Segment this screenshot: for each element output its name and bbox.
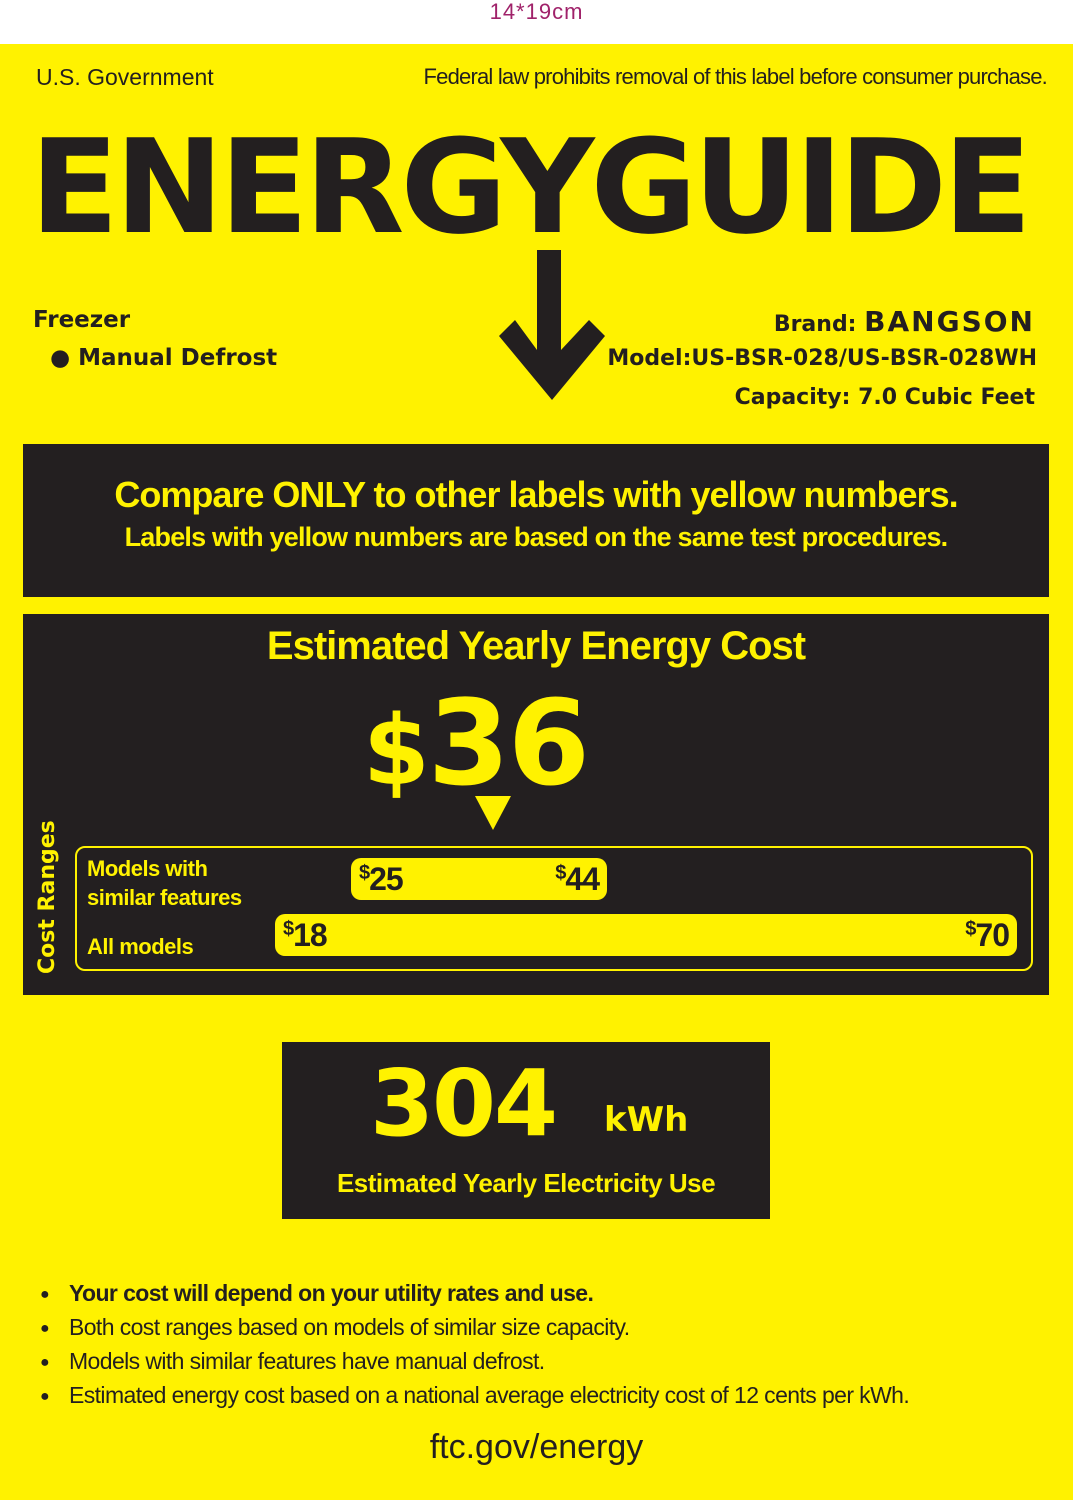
all-range-bar: $18 $70 [275, 914, 1017, 956]
kwh-unit: kWh [604, 1100, 689, 1140]
capacity: Capacity: 7.0 Cubic Feet [734, 385, 1035, 410]
cost-heading: Estimated Yearly Energy Cost [266, 624, 806, 668]
brand: Brand: BANGSON [774, 305, 1035, 338]
down-arrow-icon [499, 250, 605, 400]
all-min: $18 [283, 917, 328, 953]
government-label: U.S. Government [36, 64, 214, 90]
similar-max: $44 [555, 861, 600, 897]
note: Estimated energy cost based on a nationa… [40, 1379, 1040, 1413]
cost-box: Estimated Yearly Energy Cost $36 Cost Ra… [23, 614, 1049, 995]
compare-box: Compare ONLY to other labels with yellow… [23, 444, 1049, 597]
cost-value: 36 [427, 674, 590, 812]
notes-list: Your cost will depend on your utility ra… [40, 1277, 1040, 1413]
all-max: $70 [965, 917, 1010, 953]
ftc-link[interactable]: ftc.gov/energy [429, 1428, 644, 1466]
electricity-label: Estimated Yearly Electricity Use [336, 1168, 716, 1198]
brand-label: Brand: [773, 312, 857, 337]
product-feature: ● Manual Defrost [50, 345, 278, 371]
law-notice: Federal law prohibits removal of this la… [423, 64, 1048, 89]
similar-label-line2: similar features [87, 885, 242, 910]
model: Model:US-BSR-028/US-BSR-028WH [607, 346, 1037, 371]
note: Your cost will depend on your utility ra… [40, 1277, 1040, 1311]
feature-text: Manual Defrost [78, 345, 278, 371]
similar-label-line1: Models with [87, 856, 208, 881]
energyguide-title: ENERGYGUIDE [30, 111, 1032, 263]
yearly-cost: $36 [363, 674, 590, 812]
all-models-label: All models [87, 934, 194, 959]
compare-line2: Labels with yellow numbers are based on … [124, 522, 949, 552]
similar-min: $25 [359, 861, 404, 897]
kwh-value: 304 [370, 1050, 558, 1157]
note: Both cost ranges based on models of simi… [40, 1311, 1040, 1345]
product-type: Freezer [33, 307, 131, 333]
currency: $ [363, 695, 430, 807]
cost-ranges-frame: Models with similar features All models $… [75, 846, 1033, 971]
note: Models with similar features have manual… [40, 1345, 1040, 1379]
electricity-box: 304 kWh Estimated Yearly Electricity Use [282, 1042, 770, 1219]
cost-ranges-label: Cost Ranges [35, 820, 60, 974]
similar-range-bar: $25 $44 [351, 858, 607, 900]
size-note: 14*19cm [0, 0, 1073, 44]
cost-pointer-icon [475, 796, 511, 830]
similar-label: Models with similar features [87, 854, 242, 912]
compare-line1: Compare ONLY to other labels with yellow… [114, 474, 958, 515]
brand-logo: BANGSON [864, 305, 1035, 338]
